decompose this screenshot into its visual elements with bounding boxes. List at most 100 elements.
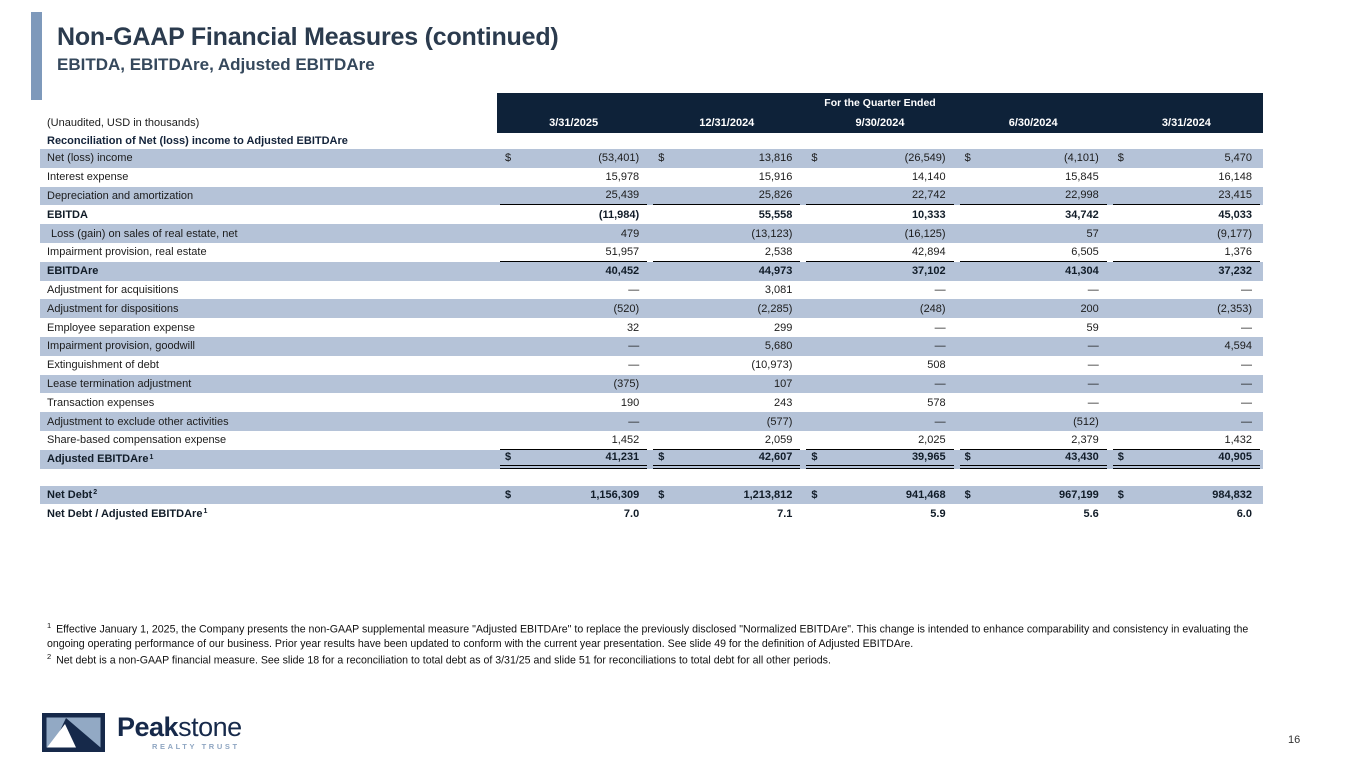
cell-value: — <box>934 415 946 428</box>
financial-table: For the Quarter Ended 3/31/2025 12/31/202… <box>40 93 1263 523</box>
value-cell: (9,177) <box>1110 224 1263 243</box>
accent-bar <box>31 12 42 100</box>
value-cell: 37,102 <box>803 262 956 281</box>
value-cell: $42,607 <box>650 450 803 469</box>
value-cell: 6.0 <box>1110 504 1263 523</box>
peakstone-mountain-icon <box>42 713 105 752</box>
cell-value: 4,594 <box>1224 340 1252 353</box>
column-header: 12/31/2024 <box>699 117 755 129</box>
cell-value: — <box>628 359 640 372</box>
cell-value: (375) <box>613 377 640 390</box>
value-cell: (2,285) <box>650 299 803 318</box>
value-cell: 243 <box>650 393 803 412</box>
footnote-marker: 2 <box>47 651 52 661</box>
cell-value: 299 <box>774 321 793 334</box>
cell-value: 25,826 <box>758 189 793 202</box>
value-cell: 15,845 <box>957 168 1110 187</box>
dollar-sign: $ <box>964 152 971 165</box>
brand-tagline: REALTY TRUST <box>152 742 240 752</box>
dollar-sign: $ <box>1117 152 1124 165</box>
value-cell: $43,430 <box>957 450 1110 469</box>
value-cell: 4,594 <box>1110 337 1263 356</box>
row-label: Adjustment for dispositions <box>47 302 179 315</box>
cell-value: 1,156,309 <box>590 488 640 501</box>
cell-value: 15,978 <box>605 171 640 184</box>
cell-value: 40,905 <box>1218 451 1252 464</box>
row-label: Adjustment to exclude other activities <box>47 415 229 428</box>
value-cell: (16,125) <box>803 224 956 243</box>
table-row: EBITDAre 40,452 44,973 37,102 41,304 37,232 <box>40 261 1263 281</box>
cell-value: (520) <box>613 302 640 315</box>
value-cell: 57 <box>957 224 1110 243</box>
dollar-sign: $ <box>811 488 818 501</box>
cell-value: 32 <box>626 321 640 334</box>
cell-value: 51,957 <box>605 245 640 258</box>
column-header: 3/31/2024 <box>1161 117 1211 129</box>
value-cell: 578 <box>803 393 956 412</box>
cell-value: — <box>1240 377 1252 390</box>
value-cell: — <box>1110 356 1263 375</box>
value-cell: — <box>957 356 1110 375</box>
brand-bold: Peak <box>117 712 179 742</box>
dollar-sign: $ <box>811 152 818 165</box>
dollar-sign: $ <box>658 152 665 165</box>
table-row: Adjusted EBITDAre 1 $41,231 $42,607 $39,965 $… <box>40 449 1263 469</box>
cell-value: 41,231 <box>605 451 640 464</box>
cell-value: 2,059 <box>764 433 793 446</box>
value-cell: — <box>957 281 1110 300</box>
cell-value: — <box>934 283 946 296</box>
cell-value: (13,123) <box>751 227 793 240</box>
value-cell: 107 <box>650 375 803 394</box>
row-label: Interest expense <box>47 171 129 184</box>
table-row: Extinguishment of debt — (10,973) 508 — — <box>40 356 1263 375</box>
cell-value: 200 <box>1080 302 1099 315</box>
table-row: Depreciation and amortization 25,439 25,82… <box>40 186 1263 206</box>
table-row: Impairment provision, goodwill — 5,680 — — 4,… <box>40 336 1263 356</box>
value-cell: $1,156,309 <box>497 486 650 505</box>
value-cell: (375) <box>497 375 650 394</box>
value-cell: 51,957 <box>497 243 650 262</box>
cell-value: 1,452 <box>611 433 640 446</box>
value-cell: — <box>957 375 1110 394</box>
table-row: Employee separation expense 32 299 — 59 — <box>40 318 1263 337</box>
value-cell: 2,025 <box>803 431 956 450</box>
value-cell: 42,894 <box>803 243 956 262</box>
dollar-sign: $ <box>1117 488 1124 501</box>
row-label: EBITDA <box>47 208 88 221</box>
value-cell: 2,059 <box>650 431 803 450</box>
value-cell: 190 <box>497 393 650 412</box>
dollar-sign: $ <box>505 451 512 464</box>
table-row: Net (loss) income $ (53,401) $13,816 $ (26,54… <box>40 149 1263 168</box>
value-cell: — <box>803 375 956 394</box>
table-row: Share-based compensation expense 1,452 2,0… <box>40 431 1263 450</box>
column-header: 6/30/2024 <box>1008 117 1058 129</box>
cell-value: 6.0 <box>1236 507 1252 520</box>
value-cell: 508 <box>803 356 956 375</box>
cell-value: 1,432 <box>1224 433 1252 446</box>
table-row: Transaction expenses 190 243 578 — — <box>40 393 1263 412</box>
value-cell: (2,353) <box>1110 299 1263 318</box>
row-label: Adjusted EBITDAre 1 <box>47 453 154 466</box>
value-cell: $5,470 <box>1110 149 1263 168</box>
row-label: Net (loss) income <box>47 152 133 165</box>
dollar-sign: $ <box>505 152 512 165</box>
cell-value: — <box>1087 377 1099 390</box>
value-cell: 10,333 <box>803 205 956 224</box>
main-rows: Net (loss) income $ (53,401) $13,816 $ (26,54… <box>40 149 1263 469</box>
cell-value: — <box>628 415 640 428</box>
cell-value: (248) <box>919 302 946 315</box>
value-cell: $40,905 <box>1110 450 1263 469</box>
table-row: Interest expense 15,978 15,916 14,140 15,845… <box>40 168 1263 187</box>
value-cell: — <box>497 412 650 431</box>
net-debt-rows: Net Debt 2 $1,156,309 $1,213,812 $941,468 $96… <box>40 485 1263 524</box>
dates-row: 3/31/2025 12/31/2024 9/30/2024 6/30/2024 3/3… <box>497 113 1263 133</box>
value-cell: 41,304 <box>957 262 1110 281</box>
cell-value: 39,965 <box>911 451 946 464</box>
cell-value: (9,177) <box>1217 227 1252 240</box>
row-label: Adjustment for acquisitions <box>47 283 179 296</box>
brand-regular: stone <box>178 712 242 742</box>
cell-value: 42,894 <box>911 245 946 258</box>
cell-value: (4,101) <box>1063 152 1099 165</box>
value-cell: $1,213,812 <box>650 486 803 505</box>
row-label: Impairment provision, real estate <box>47 246 207 259</box>
